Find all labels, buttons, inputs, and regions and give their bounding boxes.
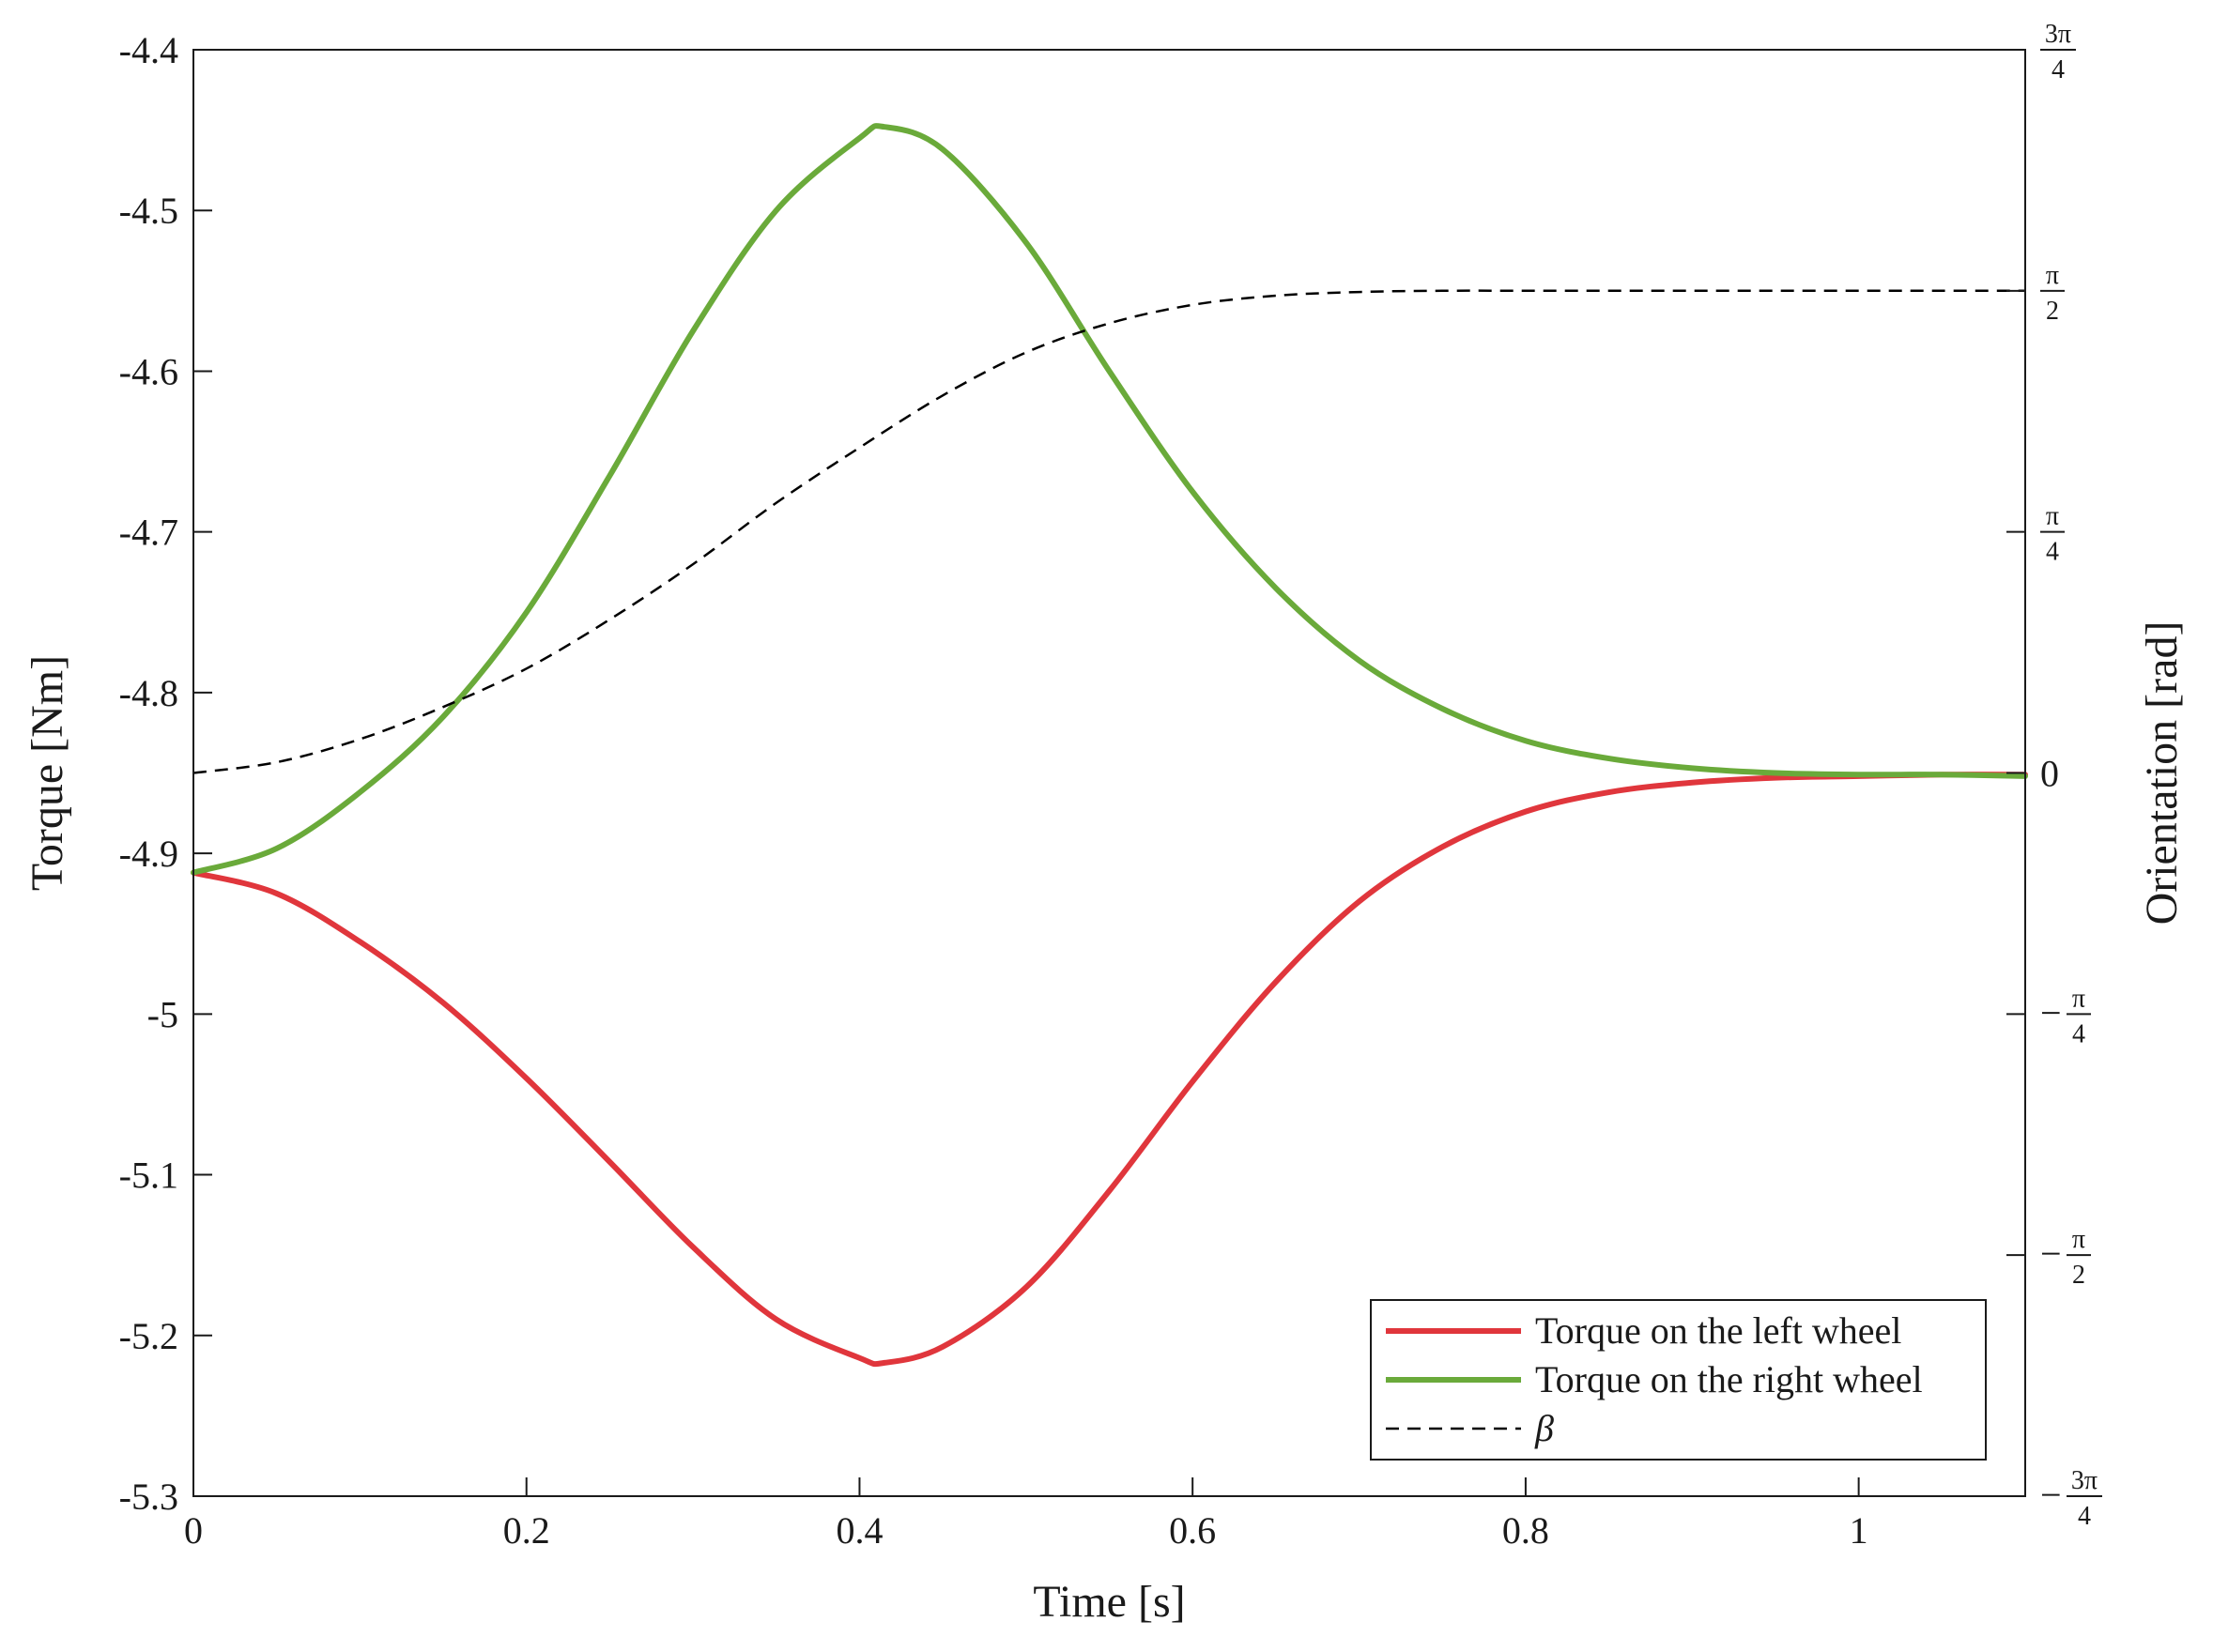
y-tick-label: -5.1 <box>119 1155 178 1197</box>
legend-label: Torque on the right wheel <box>1535 1358 1923 1400</box>
tick-numerator: π <box>2046 261 2059 290</box>
series-line-1 <box>191 772 2028 1368</box>
y-tick-label: -4.8 <box>119 672 178 714</box>
y-right-tick-label: − π 2 <box>2040 1225 2091 1290</box>
x-tick-label: 0.4 <box>836 1509 883 1552</box>
y-right-tick-label: 0 <box>2040 753 2059 795</box>
series-layer <box>191 123 2028 1368</box>
legend: Torque on the left wheel Torque on the ri… <box>1370 1299 1987 1461</box>
legend-label: Torque on the left wheel <box>1535 1309 1901 1352</box>
series-line-2 <box>191 123 2028 876</box>
y-right-tick-label: − π 4 <box>2040 984 2091 1048</box>
y-tick-label: -4.4 <box>119 29 178 71</box>
x-tick-label: 1 <box>1850 1509 1868 1552</box>
y-axis-label: Torque [Nm] <box>23 655 72 891</box>
y-tick-label: -5 <box>147 993 178 1035</box>
ticks-layer: 0 0.2 0.4 0.6 0.8 1 -5.3 -5.2 -5.1 -5 -4.9 -4.8 -4.7… <box>119 20 2102 1552</box>
tick-numerator: 3π <box>2045 20 2071 49</box>
y-right-tick-label: 3π4 <box>2040 20 2076 84</box>
tick-denominator: 2 <box>2072 1261 2085 1290</box>
y-tick-label: -4.7 <box>119 512 178 554</box>
y-tick-label: -4.9 <box>119 833 178 875</box>
tick-denominator: 4 <box>2046 538 2059 567</box>
legend-label: β <box>1534 1407 1554 1449</box>
y-tick-label: -5.3 <box>119 1476 178 1518</box>
x-axis-label: Time [s] <box>1033 1577 1185 1627</box>
tick-sign: − <box>2040 1232 2062 1275</box>
tick-denominator: 4 <box>2078 1502 2091 1531</box>
tick-denominator: 2 <box>2046 297 2059 326</box>
y-tick-label: -4.6 <box>119 350 178 392</box>
tick-sign: − <box>2040 1474 2062 1516</box>
y-right-tick-label: π2 <box>2040 261 2065 326</box>
y-tick-label: -5.2 <box>119 1315 178 1357</box>
x-tick-label: 0.6 <box>1169 1509 1216 1552</box>
y-tick-label: -4.5 <box>119 190 178 232</box>
x-tick-label: 0.2 <box>503 1509 550 1552</box>
tick-numerator: π <box>2072 1225 2085 1254</box>
y-right-axis-label: Orientation [rad] <box>2137 621 2187 925</box>
x-tick-label: 0.8 <box>1502 1509 1549 1552</box>
x-tick-label: 0 <box>184 1509 203 1552</box>
series-line-3 <box>192 289 2025 774</box>
tick-denominator: 4 <box>2052 55 2065 84</box>
tick-numerator: π <box>2072 984 2085 1013</box>
tick-sign: − <box>2040 991 2062 1033</box>
tick-denominator: 4 <box>2072 1019 2085 1048</box>
y-right-tick-label: −3π 4 <box>2040 1466 2102 1531</box>
tick-numerator: π <box>2046 502 2059 531</box>
y-right-tick-label: π4 <box>2040 502 2065 567</box>
tick-numerator: 3π <box>2071 1466 2098 1495</box>
